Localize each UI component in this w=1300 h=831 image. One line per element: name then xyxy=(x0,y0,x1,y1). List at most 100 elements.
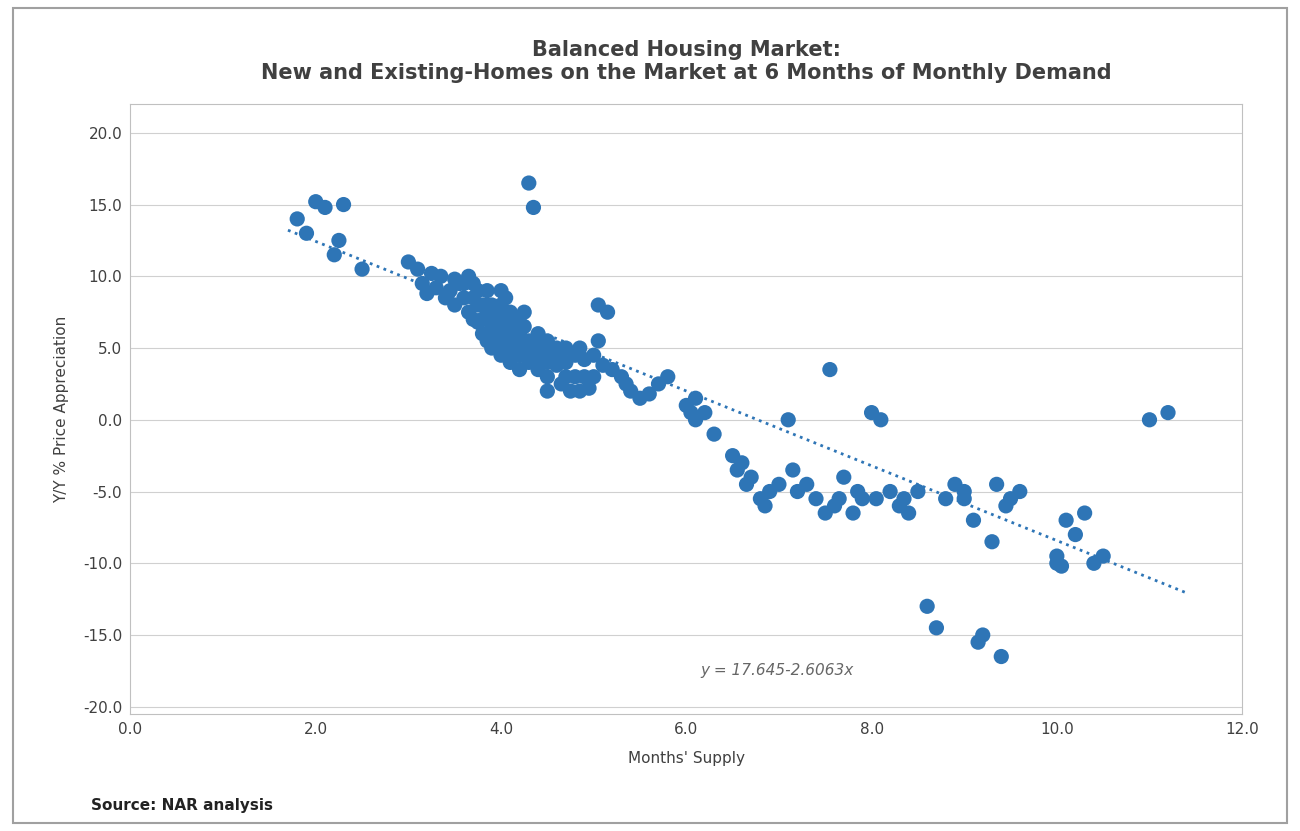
Point xyxy=(519,356,540,369)
Point xyxy=(306,195,326,209)
Text: Source: NAR analysis: Source: NAR analysis xyxy=(91,799,273,814)
Point xyxy=(1083,557,1104,570)
Point xyxy=(287,212,308,225)
Point xyxy=(510,327,530,341)
Point xyxy=(514,306,534,319)
Point xyxy=(486,327,507,341)
Point xyxy=(329,234,350,247)
Point xyxy=(537,356,558,369)
Point xyxy=(468,284,489,297)
Point xyxy=(454,291,474,304)
Point xyxy=(842,506,863,519)
Point xyxy=(472,327,493,341)
Point xyxy=(490,334,511,347)
Title: Balanced Housing Market:
New and Existing-Homes on the Market at 6 Months of Mon: Balanced Housing Market: New and Existin… xyxy=(261,40,1112,83)
Point xyxy=(532,356,552,369)
Point xyxy=(759,484,780,498)
Point xyxy=(797,478,818,491)
Point xyxy=(569,342,590,355)
Point xyxy=(555,356,576,369)
Point xyxy=(407,263,428,276)
Point xyxy=(996,499,1017,513)
Point xyxy=(685,391,706,405)
X-axis label: Months' Supply: Months' Supply xyxy=(628,751,745,766)
Point xyxy=(1157,406,1178,420)
Point xyxy=(523,201,543,214)
Point xyxy=(806,492,827,505)
Point xyxy=(1052,559,1072,573)
Point xyxy=(898,506,919,519)
Point xyxy=(1056,514,1076,527)
Point xyxy=(963,514,984,527)
Point xyxy=(954,484,975,498)
Point xyxy=(448,277,469,290)
Point xyxy=(477,298,498,312)
Point xyxy=(848,484,868,498)
Point xyxy=(685,413,706,426)
Point xyxy=(972,628,993,642)
Point xyxy=(398,255,419,268)
Point xyxy=(768,478,789,491)
Point xyxy=(416,287,437,300)
Point xyxy=(481,312,502,326)
Point xyxy=(611,370,632,383)
Point xyxy=(555,342,576,355)
Point xyxy=(954,492,975,505)
Point xyxy=(495,348,516,361)
Point xyxy=(638,387,659,401)
Point xyxy=(602,363,623,376)
Point xyxy=(982,535,1002,548)
Point xyxy=(481,342,502,355)
Point xyxy=(967,636,988,649)
Point xyxy=(750,492,771,505)
Point xyxy=(629,391,650,405)
Point xyxy=(1000,492,1021,505)
Point xyxy=(546,348,567,361)
Point xyxy=(786,484,807,498)
Point xyxy=(481,320,502,333)
Point xyxy=(732,456,753,470)
Point xyxy=(1074,506,1095,519)
Point xyxy=(1065,528,1086,541)
Point xyxy=(564,370,585,383)
Point xyxy=(510,316,530,329)
Point xyxy=(1046,549,1067,563)
Point xyxy=(421,267,442,280)
Point xyxy=(741,470,762,484)
Point xyxy=(551,377,572,391)
Point xyxy=(495,291,516,304)
Point xyxy=(528,327,549,341)
Point xyxy=(296,227,317,240)
Point xyxy=(495,334,516,347)
Point xyxy=(723,449,744,462)
Point xyxy=(504,312,525,326)
Point xyxy=(333,198,354,211)
Point xyxy=(546,359,567,372)
Point xyxy=(616,377,637,391)
Point xyxy=(783,464,803,477)
Point xyxy=(532,334,552,347)
Point xyxy=(490,298,511,312)
Point xyxy=(436,291,456,304)
Point xyxy=(1046,557,1067,570)
Point xyxy=(575,370,595,383)
Point xyxy=(649,377,670,391)
Point xyxy=(490,320,511,333)
Point xyxy=(514,320,534,333)
Point xyxy=(680,406,701,420)
Point xyxy=(564,348,585,361)
Point xyxy=(736,478,757,491)
Point xyxy=(430,269,451,283)
Point xyxy=(555,370,576,383)
Point xyxy=(426,281,447,294)
Point xyxy=(546,342,567,355)
Point xyxy=(504,342,525,355)
Point xyxy=(861,406,881,420)
Point xyxy=(575,353,595,366)
Point xyxy=(829,492,850,505)
Point xyxy=(523,348,543,361)
Point xyxy=(880,484,901,498)
Point xyxy=(500,344,521,357)
Point xyxy=(510,363,530,376)
Point xyxy=(945,478,966,491)
